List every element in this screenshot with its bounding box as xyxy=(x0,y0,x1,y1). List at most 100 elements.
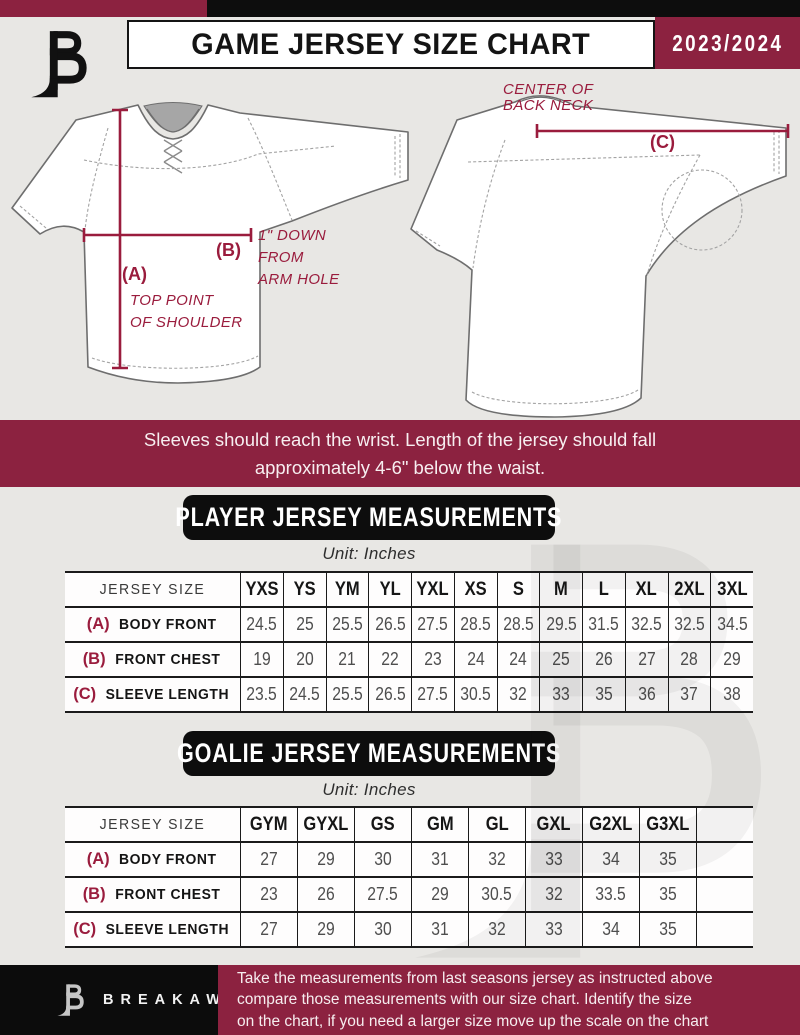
table-cell: 28 xyxy=(667,643,711,678)
column-header: GL xyxy=(468,806,525,843)
goalie-section-title: GOALIE JERSEY MEASUREMENTS xyxy=(176,738,562,768)
cell-text: YXS xyxy=(245,578,279,600)
note-neck-line2: BACK NECK xyxy=(503,97,594,114)
footer-line1: Take the measurements from last seasons … xyxy=(237,969,713,987)
cell-text: 3XL xyxy=(716,578,748,600)
cell-text: 26.5 xyxy=(374,614,406,634)
footer-brand-logo xyxy=(55,980,89,1020)
column-header: L xyxy=(582,571,625,608)
cell-text: GYXL xyxy=(303,813,349,835)
footer-line2: compare those measurements with our size… xyxy=(237,991,692,1009)
column-header: GM xyxy=(411,806,468,843)
cell-text: 33 xyxy=(545,849,563,869)
note-b-line1: 1" DOWN xyxy=(258,227,326,244)
cell-text: YL xyxy=(379,578,401,600)
column-header: G2XL xyxy=(582,806,639,843)
cell-text: JERSEY SIZE xyxy=(99,816,206,833)
table-cell: 20 xyxy=(282,643,326,678)
cell-text: 29 xyxy=(317,849,335,869)
table-cell xyxy=(696,913,753,948)
column-header: GS xyxy=(354,806,411,843)
table-cell: 24.5 xyxy=(282,678,326,713)
cell-text: 24 xyxy=(466,649,485,669)
cell-text: G3XL xyxy=(646,813,690,835)
back-jersey-drawing xyxy=(410,95,787,418)
cell-text: 31.5 xyxy=(588,614,620,634)
player-unit-label: Unit: Inches xyxy=(322,544,416,563)
note-b-line2: FROM xyxy=(258,249,304,266)
cell-text: GL xyxy=(485,813,509,835)
cell-text: (B) xyxy=(82,650,106,668)
column-header: GYM xyxy=(240,806,297,843)
cell-text: 19 xyxy=(253,649,271,669)
cell-text: 29 xyxy=(723,649,741,669)
cell-text: 32 xyxy=(488,919,506,939)
column-header: YL xyxy=(368,571,411,608)
table-cell: 24 xyxy=(496,643,540,678)
goalie-section-banner: GOALIE JERSEY MEASUREMENTS xyxy=(177,731,560,776)
table-cell: 30 xyxy=(354,843,411,878)
table-cell: 29.5 xyxy=(539,608,582,643)
footer-line3: on the chart, if you need a larger size … xyxy=(237,1012,709,1030)
fit-note-line2: approximately 4-6" below the waist. xyxy=(254,456,546,478)
cell-text: SLEEVE LENGTH xyxy=(105,686,230,703)
player-section-title: PLAYER JERSEY MEASUREMENTS xyxy=(175,502,563,532)
column-header: G3XL xyxy=(639,806,696,843)
cell-text: 24 xyxy=(509,649,528,669)
table-cell: 30.5 xyxy=(453,678,497,713)
cell-text: 35 xyxy=(659,919,677,939)
cell-text: BODY FRONT xyxy=(118,616,217,633)
table-cell: 36 xyxy=(624,678,668,713)
cell-text: 33 xyxy=(552,684,570,704)
cell-text: 26 xyxy=(595,649,613,669)
header-stripe-maroon xyxy=(0,0,207,17)
table-cell: 27 xyxy=(624,643,668,678)
cell-text: 23.5 xyxy=(246,684,278,704)
footer-brand-block: BREAKAWAY xyxy=(0,965,252,1035)
cell-text: 28.5 xyxy=(503,614,534,634)
cell-text: 27 xyxy=(260,919,278,939)
cell-text: XS xyxy=(464,578,487,600)
note-a-line1: TOP POINT xyxy=(130,292,215,309)
table-cell: 21 xyxy=(325,643,369,678)
table-cell: 33.5 xyxy=(582,878,639,913)
cell-text: 24.5 xyxy=(289,684,320,704)
cell-text: 29 xyxy=(317,919,335,939)
cell-text: 28 xyxy=(680,649,699,669)
cell-text: YM xyxy=(334,578,360,600)
table-cell: 24 xyxy=(453,643,497,678)
player-section-banner: PLAYER JERSEY MEASUREMENTS xyxy=(176,495,562,540)
table-cell: 33 xyxy=(525,913,582,948)
column-header: YXS xyxy=(240,571,283,608)
goalie-measurements-table: JERSEY SIZE GYM GYXL GS GM GL GXL G2XL G3XL (A) BO… xyxy=(65,806,753,948)
table-cell: 27.5 xyxy=(411,608,454,643)
cell-text: 24.5 xyxy=(246,614,278,634)
cell-text: FRONT CHEST xyxy=(114,651,221,668)
table-cell: 34 xyxy=(582,913,639,948)
table-cell xyxy=(696,843,753,878)
label-b: (B) xyxy=(216,240,241,260)
cell-text: 21 xyxy=(338,649,357,669)
cell-text: 31 xyxy=(431,919,449,939)
table-cell: 35 xyxy=(639,843,696,878)
cell-text: 29 xyxy=(431,884,449,904)
column-header: 2XL xyxy=(667,571,711,608)
cell-text: 33 xyxy=(545,919,563,939)
cell-text: 31 xyxy=(431,849,449,869)
table-cell: 37 xyxy=(667,678,711,713)
cell-text: 32 xyxy=(545,884,563,904)
table-cell: 22 xyxy=(368,643,411,678)
table-corner-header: JERSEY SIZE xyxy=(65,806,240,843)
table-cell: 35 xyxy=(639,913,696,948)
column-header: XS xyxy=(453,571,497,608)
note-a-line2: OF SHOULDER xyxy=(130,314,242,331)
cell-text: 35 xyxy=(659,849,677,869)
table-cell: 29 xyxy=(297,913,354,948)
column-header: YS xyxy=(282,571,326,608)
table-cell: 31.5 xyxy=(582,608,625,643)
table-cell: 27 xyxy=(240,843,297,878)
table-cell: 30 xyxy=(354,913,411,948)
cell-text: 30.5 xyxy=(460,684,491,704)
cell-text: 23 xyxy=(260,884,278,904)
cell-text: JERSEY SIZE xyxy=(99,581,206,598)
